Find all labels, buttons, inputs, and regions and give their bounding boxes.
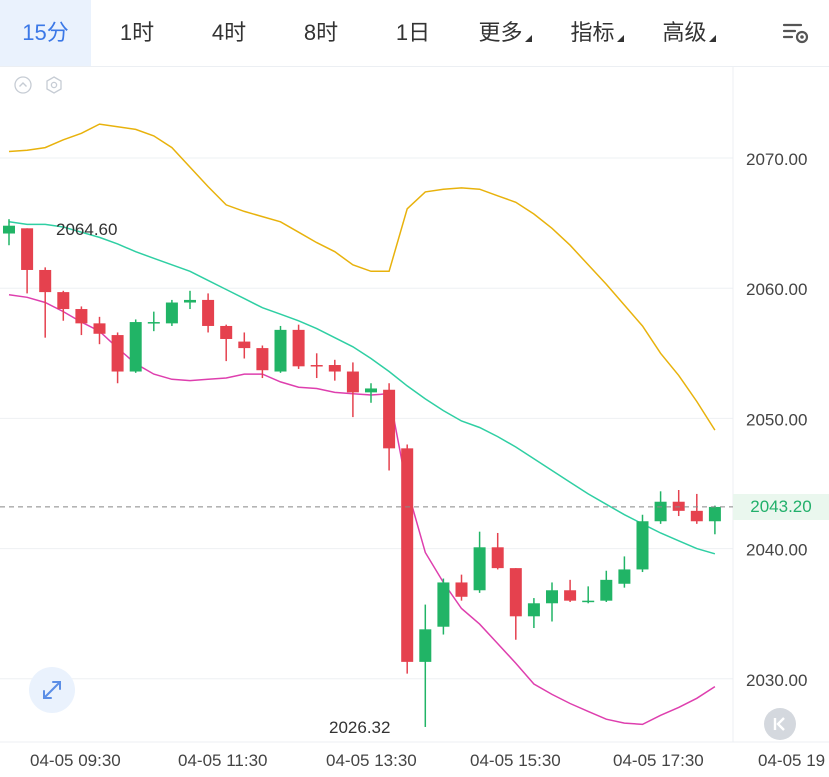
tab-advanced[interactable]: 高级 <box>643 0 735 66</box>
candle-body <box>57 292 70 310</box>
tab-indicators[interactable]: 指标 <box>551 0 643 66</box>
dropdown-triangle-icon <box>524 35 532 42</box>
candle-body <box>365 388 377 393</box>
candle-body <box>618 569 631 584</box>
y-tick-label: 2060.00 <box>746 280 807 299</box>
candle-body <box>564 590 577 601</box>
candle-body <box>582 600 595 603</box>
candle-body <box>184 299 196 303</box>
candle-body <box>419 629 432 662</box>
hexagon-settings-icon[interactable] <box>45 76 63 94</box>
candlestick-chart[interactable]: 2070.00 2060.00 2050.00 2040.00 2030.00 04-05… <box>0 67 829 777</box>
candle-body <box>310 365 323 367</box>
candle-body <box>129 322 142 372</box>
candle-body <box>473 547 486 591</box>
series-line-1 <box>8 221 716 555</box>
current-price-tag: 2043.20 <box>733 494 829 520</box>
y-tick-label: 2040.00 <box>746 541 807 560</box>
tab-more-label: 更多 <box>478 20 523 45</box>
candle-body <box>220 325 233 339</box>
x-tick-label: 04-05 17:30 <box>613 751 704 770</box>
candle-body <box>672 501 685 511</box>
candle-body <box>93 323 106 334</box>
x-tick-label: 04-05 15:30 <box>470 751 561 770</box>
timeframe-tabbar: 15分 1时 4时 8时 1日 更多 指标 高级 <box>0 0 829 67</box>
candle-body <box>21 228 34 270</box>
tab-indicators-label: 指标 <box>570 20 615 45</box>
candle-body <box>654 501 667 522</box>
candle-body <box>147 322 160 324</box>
candle-body <box>274 329 287 372</box>
candle-body <box>455 582 468 597</box>
x-tick-label: 04-05 19 <box>758 751 825 770</box>
candle-body <box>292 329 305 367</box>
dropdown-triangle-icon <box>708 35 716 42</box>
candle-body <box>401 448 414 662</box>
candle-body <box>202 299 215 326</box>
candle-body <box>238 341 251 349</box>
tab-8h[interactable]: 8时 <box>303 20 339 45</box>
candle-body <box>383 389 396 449</box>
dropdown-triangle-icon <box>616 35 624 42</box>
candle-body <box>509 568 522 617</box>
expand-button[interactable] <box>29 667 75 713</box>
chart-settings-icon[interactable] <box>781 18 811 48</box>
candle-body <box>165 302 178 324</box>
candle-body <box>328 365 341 372</box>
series-line-0 <box>8 123 716 431</box>
candle-body <box>3 225 15 234</box>
candle-body <box>600 579 613 601</box>
skip-back-button[interactable] <box>764 708 796 740</box>
tab-advanced-label: 高级 <box>662 20 707 45</box>
candle-body <box>546 590 558 604</box>
skip-back-icon <box>773 717 785 731</box>
candle-body <box>527 603 540 617</box>
candle-body <box>256 348 269 371</box>
candle-body <box>708 506 721 522</box>
x-tick-label: 04-05 13:30 <box>326 751 417 770</box>
series-line-2 <box>8 293 716 726</box>
tab-1d[interactable]: 1日 <box>395 20 431 45</box>
y-tick-label: 2070.00 <box>746 150 807 169</box>
y-tick-label: 2030.00 <box>746 671 807 690</box>
candle-body <box>491 547 504 569</box>
low-annotation: 2026.32 <box>329 718 390 737</box>
expand-arrows-icon <box>43 681 61 699</box>
candle-body <box>75 309 88 324</box>
high-annotation: 2064.60 <box>56 220 117 239</box>
candle-body <box>636 521 649 570</box>
candle-body <box>39 269 52 293</box>
tab-more[interactable]: 更多 <box>459 0 551 66</box>
candle-body <box>346 371 359 393</box>
tab-4h[interactable]: 4时 <box>211 20 247 45</box>
x-tick-label: 04-05 09:30 <box>30 751 121 770</box>
candle-body <box>111 335 124 372</box>
x-tick-label: 04-05 11:30 <box>178 751 267 770</box>
candle-body <box>437 582 450 627</box>
candle-body <box>690 510 703 522</box>
y-tick-label: 2050.00 <box>746 410 807 429</box>
chevron-up-icon[interactable] <box>14 76 32 94</box>
tab-15min[interactable]: 15分 <box>0 0 91 66</box>
tab-1h[interactable]: 1时 <box>119 20 155 45</box>
